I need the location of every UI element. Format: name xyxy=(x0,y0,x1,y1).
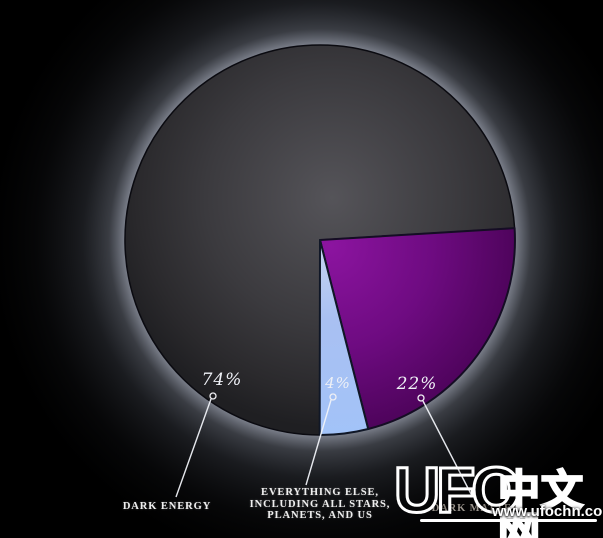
pie-slice-everything-else xyxy=(318,239,370,437)
pie-slice-dark-matter-anchor-dot xyxy=(417,394,425,402)
label-dark-matter: DARK MATTER xyxy=(431,503,521,514)
label-everything-else-line3: PLANETS, AND US xyxy=(267,510,373,521)
pie-slice-dark-matter xyxy=(319,227,516,430)
pie-slice-dark-energy-anchor-dot xyxy=(209,392,217,400)
pie-slice-dark-energy-percent-label: 74% xyxy=(202,370,243,390)
pie-slice-everything-else-percent-label: 4% xyxy=(324,374,351,392)
pie-slice-dark-matter-leader-line xyxy=(422,400,472,495)
label-everything-else: EVERYTHING ELSE, INCLUDING ALL STARS, PL… xyxy=(250,487,391,522)
pie-slice-everything-else-leader-line xyxy=(305,399,332,486)
pie-slice-dark-matter-percent-label: 22% xyxy=(396,374,438,394)
label-everything-else-line1: EVERYTHING ELSE, xyxy=(261,487,379,498)
pie-slice-dark-energy-leader-line xyxy=(175,398,212,498)
label-everything-else-line2: INCLUDING ALL STARS, xyxy=(249,498,391,510)
label-dark-energy: DARK ENERGY xyxy=(122,501,212,512)
pie-slice-everything-else-anchor-dot xyxy=(329,393,337,401)
